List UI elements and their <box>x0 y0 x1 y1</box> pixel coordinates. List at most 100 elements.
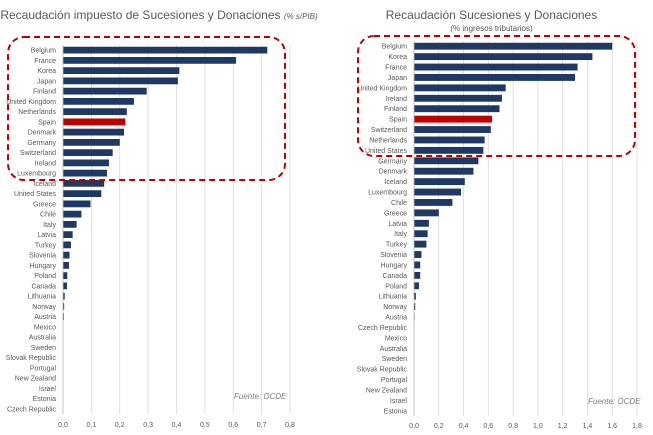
chart-title: Recaudación impuesto de Sucesiones y Don… <box>0 8 318 24</box>
bar <box>414 261 421 269</box>
x-tick-label: 0,1 <box>87 422 97 429</box>
bar <box>414 146 484 154</box>
bar <box>63 282 67 290</box>
category-label: Slovak Republic <box>6 355 57 362</box>
category-label: Greece <box>384 210 407 217</box>
category-label: Switzerland <box>371 127 407 134</box>
x-tick-label: 0,6 <box>228 422 238 429</box>
highlight-box <box>357 35 636 157</box>
bar <box>63 313 64 321</box>
category-label: Ireland <box>35 160 57 167</box>
category-label: Luxembourg <box>17 171 56 178</box>
bar <box>414 115 493 123</box>
bar <box>414 240 427 248</box>
bar <box>414 199 453 206</box>
category-label: Lithuania <box>379 294 408 301</box>
category-label: Poland <box>385 283 407 290</box>
bar-chart-left: 0,0 0,1 0,2 0,3 0,4 0,5 0,6 0,7 0,8 Belgium France… <box>6 36 295 429</box>
bar <box>63 292 65 300</box>
category-label: Latvia <box>388 221 407 228</box>
bar <box>414 94 502 102</box>
category-label: Latvia <box>37 232 56 239</box>
bar <box>414 157 479 165</box>
x-tick-label: 0,4 <box>459 423 469 430</box>
chart-panel-left: Recaudación impuesto de Sucesiones y Don… <box>0 0 318 435</box>
bar <box>63 46 268 54</box>
category-label: Hungary <box>381 262 408 269</box>
bar <box>63 108 127 116</box>
category-label: Finland <box>384 106 407 113</box>
bar <box>63 220 77 228</box>
bar <box>63 87 147 95</box>
category-label: Austria <box>385 315 407 322</box>
bar <box>63 272 68 280</box>
category-label: Austria <box>34 314 56 321</box>
bar <box>414 303 416 311</box>
bar <box>63 169 107 177</box>
x-tick-label: 1,6 <box>607 423 617 430</box>
bar <box>63 179 105 187</box>
x-tick-label: 0,3 <box>143 422 153 429</box>
bar <box>414 251 422 258</box>
bar <box>63 77 178 85</box>
bar <box>63 302 65 310</box>
category-label: Spain <box>38 119 56 126</box>
x-tick-label: 0,8 <box>508 423 518 430</box>
category-label: Mexico <box>385 335 407 342</box>
category-label: Poland <box>34 273 56 280</box>
category-label: Turkey <box>386 242 408 249</box>
bar <box>63 231 73 239</box>
bar <box>63 149 113 157</box>
category-label: Korea <box>37 68 56 75</box>
category-label: Korea <box>388 54 407 61</box>
category-label: United Kingdom <box>357 85 407 92</box>
bar <box>63 251 70 259</box>
category-label: Portugal <box>381 377 408 384</box>
bar <box>414 74 576 81</box>
bar <box>414 53 593 61</box>
category-label: Greece <box>33 201 56 208</box>
highlight-box <box>7 36 286 181</box>
category-label: Israel <box>39 386 57 393</box>
category-label: Netherlands <box>369 137 407 144</box>
bar <box>414 230 428 238</box>
bar <box>414 219 429 227</box>
x-tick-label: 1,8 <box>632 423 642 430</box>
category-label: Norway <box>383 304 407 311</box>
category-label: Finland <box>33 89 56 96</box>
category-label: Slovak Republic <box>357 367 408 374</box>
category-label: Slovenia <box>380 252 407 259</box>
bar <box>63 138 120 146</box>
category-label: Sweden <box>382 356 407 363</box>
bar <box>63 97 134 105</box>
x-tick-label: 1,0 <box>533 423 543 430</box>
x-tick-label: 0,2 <box>115 422 125 429</box>
category-label: Mexico <box>34 324 56 331</box>
chart-panel-right: Recaudación Sucesiones y Donaciones (% i… <box>330 0 653 435</box>
category-label: Spain <box>389 117 407 124</box>
bar <box>63 56 237 64</box>
bar <box>63 200 91 208</box>
category-label: Switzerland <box>20 150 56 157</box>
category-label: Iceland <box>384 179 407 186</box>
category-label: United States <box>365 148 408 155</box>
bar <box>414 84 506 92</box>
x-tick-label: 0,4 <box>172 422 182 429</box>
category-label: Estonia <box>33 396 56 403</box>
x-tick-label: 0,2 <box>434 423 444 430</box>
category-label: United States <box>14 191 57 198</box>
source-note: Fuente: OCDE <box>234 392 287 401</box>
bar <box>63 128 125 136</box>
category-label: Sweden <box>31 345 56 352</box>
bar <box>414 63 578 71</box>
category-label: Czech Republic <box>7 406 57 413</box>
bar-chart-right: 0,0 0,2 0,4 0,6 0,8 1,0 1,2 1,4 1,6 1,8 Belgium Kor… <box>357 35 642 430</box>
bar <box>63 241 71 249</box>
category-label: Germany <box>378 158 407 165</box>
category-label: Hungary <box>30 263 57 270</box>
category-label: Slovenia <box>29 253 56 260</box>
category-label: Czech Republic <box>358 325 408 332</box>
bar <box>414 105 500 113</box>
category-label: Italy <box>43 222 56 229</box>
category-label: Portugal <box>30 365 57 372</box>
